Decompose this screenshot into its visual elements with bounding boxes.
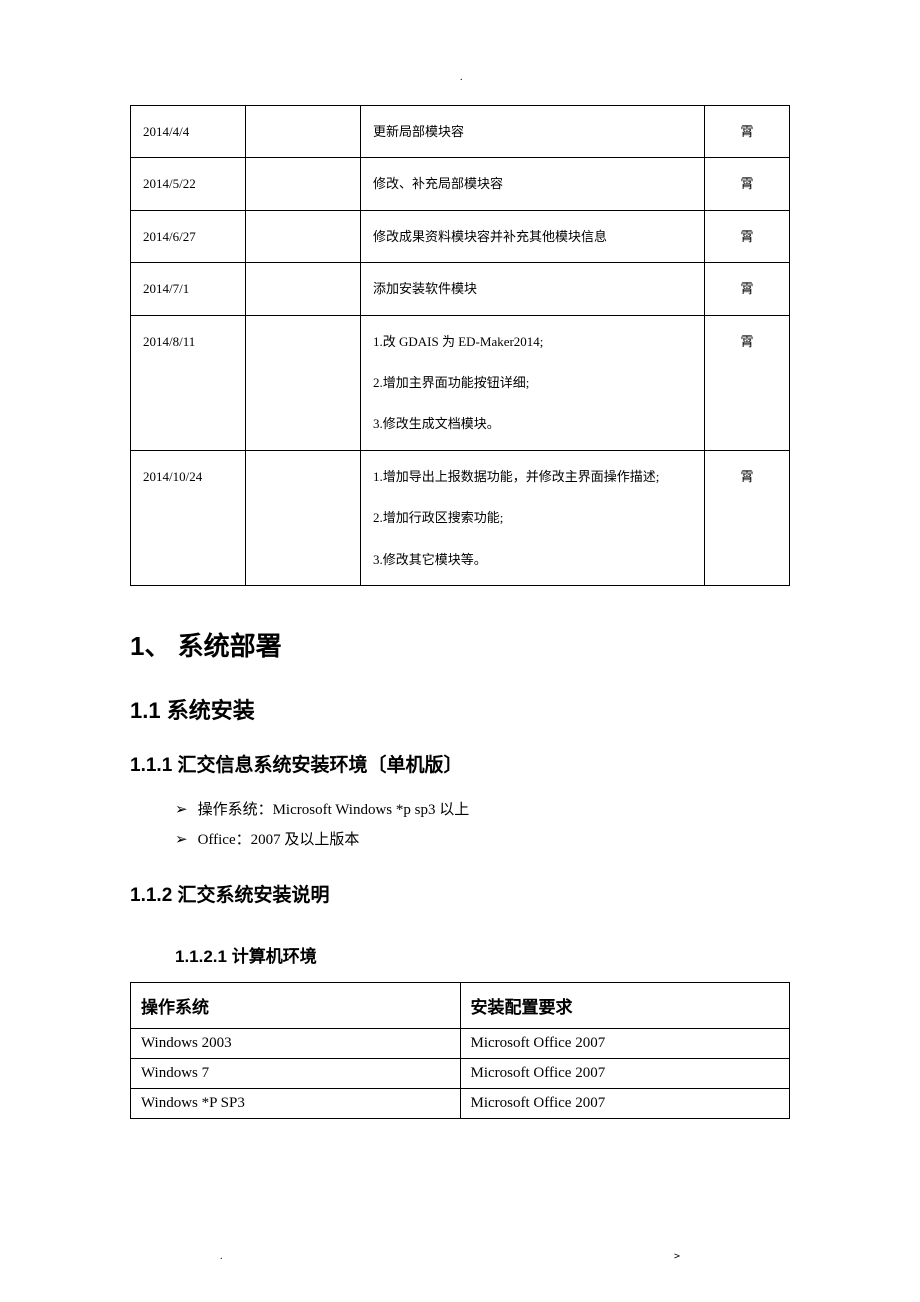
revision-blank — [246, 263, 361, 315]
list-item-text: 操作系统：Microsoft Windows *p sp3 以上 — [198, 795, 470, 825]
revision-row: 2014/5/22 修改、补充局部模块容霄 — [131, 158, 790, 210]
table-row: Windows 2003Microsoft Office 2007 — [131, 1028, 790, 1058]
env-header-row: 操作系统 安装配置要求 — [131, 982, 790, 1028]
revision-author: 霄 — [705, 315, 790, 450]
revision-description-line: 3.修改生成文档模块。 — [373, 412, 692, 435]
heading-1-1-2: 1.1.2 汇交系统安装说明 — [130, 880, 790, 907]
heading-1-1: 1.1 系统安装 — [130, 693, 790, 725]
list-item-text: Office：2007 及以上版本 — [198, 825, 360, 855]
revision-date: 2014/5/22 — [131, 158, 246, 210]
revision-description-line: 1.改 GDAIS 为 ED-Maker2014; — [373, 330, 692, 353]
req-cell: Microsoft Office 2007 — [460, 1028, 790, 1058]
revision-row: 2014/6/27 修改成果资料模块容并补充其他模块信息霄 — [131, 210, 790, 262]
footer-dot-right: > — [674, 1251, 680, 1262]
list-item: ➢ Office：2007 及以上版本 — [175, 825, 790, 855]
revision-blank — [246, 450, 361, 585]
arrow-icon: ➢ — [175, 825, 188, 855]
table-row: Windows *P SP3Microsoft Office 2007 — [131, 1088, 790, 1118]
revision-description-line: 1.增加导出上报数据功能，并修改主界面操作描述; — [373, 465, 692, 488]
heading-1-1-2-1: 1.1.2.1 计算机环境 — [175, 942, 790, 967]
revision-author: 霄 — [705, 106, 790, 158]
revision-row: 2014/8/11 1.改 GDAIS 为 ED-Maker2014; 2.增加主界… — [131, 315, 790, 450]
os-cell: Windows 7 — [131, 1058, 461, 1088]
revision-description: 1.增加导出上报数据功能，并修改主界面操作描述; 2.增加行政区搜索功能; 3.修改… — [361, 450, 705, 585]
revision-row: 2014/10/24 1.增加导出上报数据功能，并修改主界面操作描述; 2.增加行政… — [131, 450, 790, 585]
revision-description: 修改成果资料模块容并补充其他模块信息 — [361, 210, 705, 262]
requirements-list: ➢ 操作系统：Microsoft Windows *p sp3 以上 ➢ Office… — [130, 795, 790, 855]
heading-1-1-1: 1.1.1 汇交信息系统安装环境〔单机版〕 — [130, 750, 790, 777]
revision-description: 修改、补充局部模块容 — [361, 158, 705, 210]
revision-author: 霄 — [705, 450, 790, 585]
footer-dot-left: . — [220, 1251, 223, 1262]
environment-table: 操作系统 安装配置要求 Windows 2003Microsoft Office… — [130, 982, 790, 1119]
env-header-os: 操作系统 — [131, 982, 461, 1028]
arrow-icon: ➢ — [175, 795, 188, 825]
revision-row: 2014/7/1 添加安装软件模块霄 — [131, 263, 790, 315]
heading-1: 1、 系统部署 — [130, 626, 790, 663]
revision-description: 1.改 GDAIS 为 ED-Maker2014; 2.增加主界面功能按钮详细; 3… — [361, 315, 705, 450]
revision-blank — [246, 210, 361, 262]
revision-history-table: 2014/4/4更新局部模块容霄2014/5/22修改、补充局部模块容霄2014… — [130, 105, 790, 586]
revision-author: 霄 — [705, 210, 790, 262]
revision-blank — [246, 158, 361, 210]
revision-author: 霄 — [705, 158, 790, 210]
revision-description-line: 3.修改其它模块等。 — [373, 548, 692, 571]
revision-description-line: 2.增加行政区搜索功能; — [373, 506, 692, 529]
document-page: . 2014/4/4更新局部模块容霄2014/5/22修改、补充局部模块容霄20… — [0, 0, 920, 1302]
revision-description-line: 2.增加主界面功能按钮详细; — [373, 371, 692, 394]
revision-date: 2014/4/4 — [131, 106, 246, 158]
env-header-req: 安装配置要求 — [460, 982, 790, 1028]
req-cell: Microsoft Office 2007 — [460, 1058, 790, 1088]
revision-row: 2014/4/4 更新局部模块容霄 — [131, 106, 790, 158]
revision-date: 2014/10/24 — [131, 450, 246, 585]
revision-description: 添加安装软件模块 — [361, 263, 705, 315]
env-tbody: Windows 2003Microsoft Office 2007Windows… — [131, 1028, 790, 1118]
revision-description: 更新局部模块容 — [361, 106, 705, 158]
revision-date: 2014/8/11 — [131, 315, 246, 450]
revision-author: 霄 — [705, 263, 790, 315]
req-cell: Microsoft Office 2007 — [460, 1088, 790, 1118]
os-cell: Windows 2003 — [131, 1028, 461, 1058]
list-item: ➢ 操作系统：Microsoft Windows *p sp3 以上 — [175, 795, 790, 825]
revision-date: 2014/6/27 — [131, 210, 246, 262]
table-row: Windows 7Microsoft Office 2007 — [131, 1058, 790, 1088]
revision-date: 2014/7/1 — [131, 263, 246, 315]
revision-blank — [246, 315, 361, 450]
revision-blank — [246, 106, 361, 158]
header-dot: . — [460, 72, 463, 83]
os-cell: Windows *P SP3 — [131, 1088, 461, 1118]
revision-tbody: 2014/4/4更新局部模块容霄2014/5/22修改、补充局部模块容霄2014… — [131, 106, 790, 586]
